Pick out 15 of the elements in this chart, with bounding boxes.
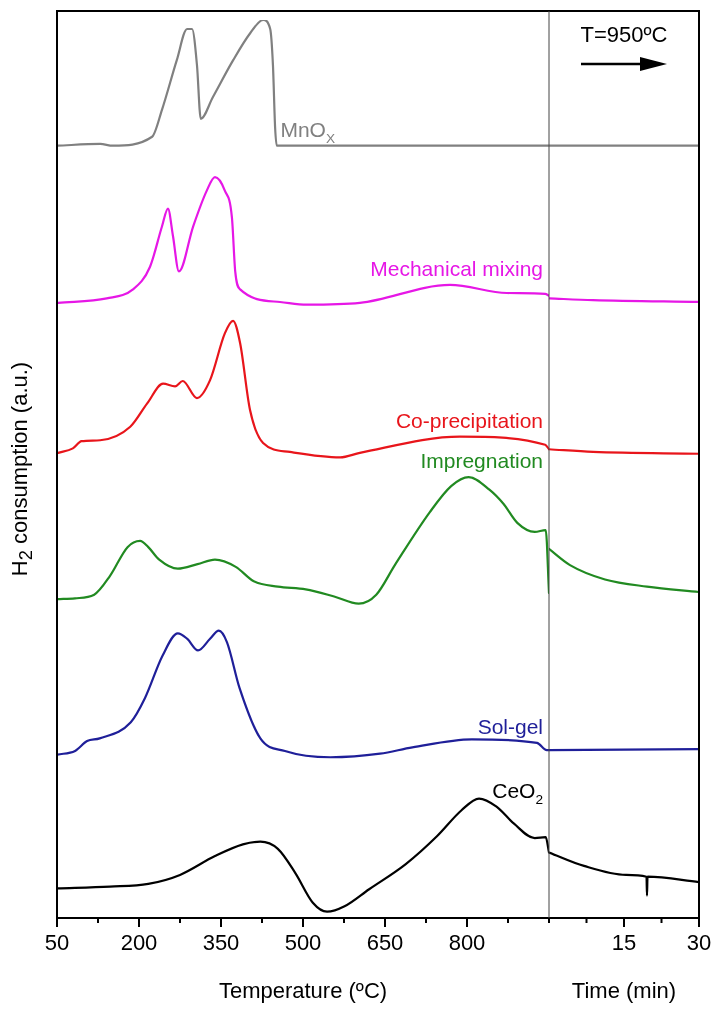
series-label: Mechanical mixing	[370, 256, 544, 280]
series-label: Sol-gel	[477, 714, 544, 738]
x-tick-label: 800	[448, 930, 486, 956]
x-axis-title: Temperature (ºC)	[218, 977, 388, 1003]
x-tick-label: 500	[284, 930, 322, 956]
series-label: Impregnation	[420, 449, 543, 473]
x-tick-label: 200	[120, 930, 158, 956]
x-tick-label: 50	[44, 930, 70, 956]
x-tick-label: 350	[202, 930, 240, 956]
x2-tick-label: 15	[611, 930, 637, 956]
x2-tick-label: 30	[686, 930, 712, 956]
x-tick-label: 650	[366, 930, 404, 956]
x2-axis-title: Time (min)	[571, 977, 677, 1003]
series-label: Co-precipitation	[395, 408, 544, 432]
text: T=950ºC	[580, 22, 668, 47]
